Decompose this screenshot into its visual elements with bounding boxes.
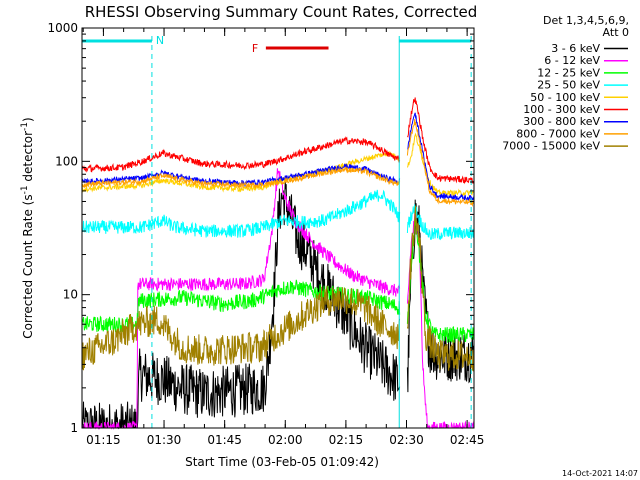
axis-layer: 01:15 01:30 01:45 02:00 02:15 02:30 02:45 1 10 10… — [47, 21, 484, 447]
x-tick-label-5: 02:30 — [389, 433, 424, 447]
legend-label-0: 3 - 6 keV — [551, 42, 600, 55]
legend-label-6: 300 - 800 keV — [523, 115, 600, 128]
legend-label-5: 100 - 300 keV — [523, 103, 600, 116]
y-tick-label-1: 10 — [63, 288, 78, 302]
series-line-7 — [81, 118, 475, 207]
legend-label-3: 25 - 50 keV — [537, 79, 600, 92]
legend-header-0: Det 1,3,4,5,6,9, — [543, 14, 629, 27]
flare-label: F — [252, 42, 258, 55]
legend-label-1: 6 - 12 keV — [544, 54, 600, 67]
footer-timestamp: 14-Oct-2021 14:07 — [562, 469, 638, 478]
series-line-5 — [81, 97, 475, 185]
legend-label-7: 800 - 7000 keV — [516, 127, 600, 140]
y-axis-label: Corrected Count Rate (s-1 detector-1) — [20, 117, 35, 338]
legend-header-1: Att 0 — [603, 26, 629, 39]
marker-layer: NF — [82, 34, 472, 428]
y-tick-label-0: 1 — [70, 421, 78, 435]
x-tick-label-0: 01:15 — [86, 433, 121, 447]
y-tick-label-2: 100 — [55, 154, 78, 168]
x-axis-label: Start Time (03-Feb-05 01:09:42) — [185, 455, 379, 469]
legend-label-2: 12 - 25 keV — [537, 66, 600, 79]
attenuator-label-0: N — [156, 34, 164, 47]
series-line-8 — [81, 205, 474, 372]
chart-title: RHESSI Observing Summary Count Rates, Co… — [85, 3, 478, 21]
x-tick-label-2: 01:45 — [207, 433, 242, 447]
x-tick-label-1: 01:30 — [147, 433, 182, 447]
x-tick-label-4: 02:15 — [329, 433, 364, 447]
series-line-6 — [81, 112, 475, 201]
legend-label-4: 50 - 100 keV — [530, 91, 600, 104]
y-tick-label-3: 1000 — [47, 21, 78, 35]
x-tick-label-6: 02:45 — [450, 433, 485, 447]
plot-frame — [81, 27, 475, 429]
legend-label-8: 7000 - 15000 keV — [502, 140, 600, 153]
series-line-3 — [81, 189, 475, 241]
x-tick-label-3: 02:00 — [268, 433, 303, 447]
series-layer — [81, 97, 475, 430]
